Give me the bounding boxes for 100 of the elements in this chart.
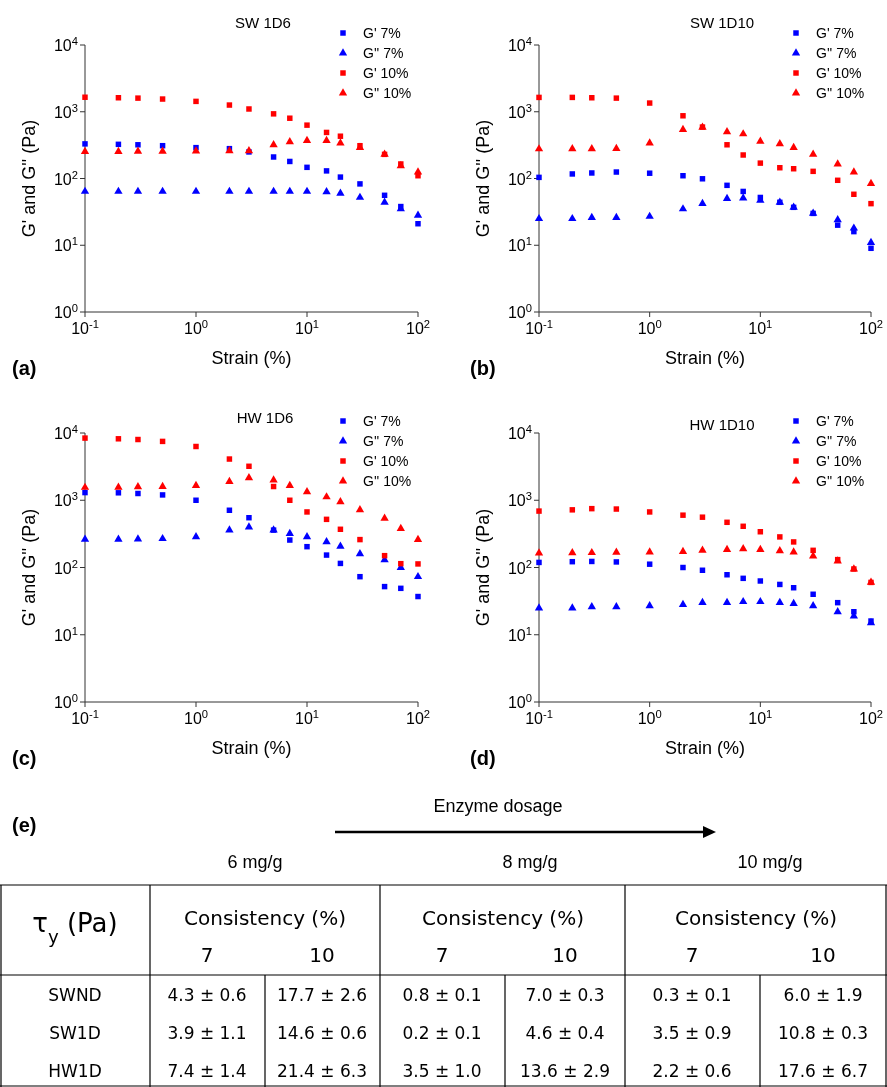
text: 8 mg/g [502,852,558,872]
text: 7 [200,943,214,967]
text: 0.8 ± 0.1 [402,985,482,1005]
text: Consistency (%) [422,906,584,930]
y-tick-label: 10$^{4}$ [53,423,78,442]
x-tick-label: 10$^{-1}$ [525,318,553,337]
text: 7.0 ± 0.3 [525,985,605,1005]
y-tick-label: 10$^{0}$ [507,692,532,711]
legend-label: G' 7% [363,25,401,41]
x-tick-label: 10$^{0}$ [637,708,662,727]
text: 17.6 ± 6.7 [778,1061,868,1081]
text: 21.4 ± 6.3 [277,1061,367,1081]
y-tick-label: 10$^{0}$ [53,692,78,711]
chart-title: SW 1D10 [689,14,755,31]
y-tick-label: 10$^{0}$ [53,302,78,321]
x-tick-label: 10$^{2}$ [858,318,884,337]
y-tick-label: 10$^{1}$ [507,624,532,644]
x-tick-label: 10$^{-1}$ [525,708,553,727]
text: (a) [12,357,37,379]
x-tick-label: 10$^{-1}$ [71,318,99,337]
x-tick-label: 10$^{1}$ [748,708,773,727]
text: (d) [470,747,496,769]
text: Enzyme dosage [433,796,563,816]
legend-label: G'' 7% [816,433,857,449]
text: HW1D [48,1061,102,1081]
chart-title: HW 1D10 [689,416,755,433]
text: 6.0 ± 1.9 [783,985,863,1005]
y-tick-label: 10$^{2}$ [507,168,532,188]
y-tick-label: 10$^{4}$ [53,35,78,54]
text: 7 [685,943,699,967]
text: 6 mg/g [227,852,283,872]
y-tick-label: 10$^{3}$ [53,490,78,510]
text: 17.7 ± 2.6 [277,985,367,1005]
x-tick-label: 10$^{0}$ [183,318,209,337]
text: SWND [48,985,102,1005]
chart-title: SW 1D6 [235,14,291,31]
y-tick-label: 10$^{2}$ [53,168,78,188]
text: 0.3 ± 0.1 [652,985,732,1005]
text: 4.6 ± 0.4 [525,1023,605,1043]
x-tick-label: 10$^{1}$ [748,318,773,337]
legend-label: G' 10% [363,65,409,81]
y-tick-label: 10$^{1}$ [507,235,532,255]
y-tick-label: 10$^{4}$ [507,423,532,442]
y-tick-label: 10$^{3}$ [507,101,532,121]
legend-label: G'' 10% [816,85,865,101]
text: 10 [810,943,836,967]
legend-label: G'' 7% [363,433,404,449]
text: 7 [435,943,449,967]
text: 3.5 ± 0.9 [652,1023,732,1043]
y-axis-title: G' and G'' (Pa) [19,119,39,238]
y-tick-label: 10$^{3}$ [507,490,532,510]
text: 14.6 ± 0.6 [277,1023,367,1043]
x-tick-label: 10$^{-1}$ [71,708,99,727]
text: 10 [552,943,578,967]
text: 3.9 ± 1.1 [167,1023,247,1043]
y-tick-label: 10$^{1}$ [53,624,78,644]
legend-label: G'' 7% [816,45,857,61]
text: Consistency (%) [184,906,346,930]
text: 2.2 ± 0.6 [652,1061,732,1081]
y-tick-label: 10$^{2}$ [53,557,78,577]
text: Consistency (%) [675,906,837,930]
legend-label: G' 10% [816,453,862,469]
x-tick-label: 10$^{2}$ [405,708,431,727]
x-tick-label: 10$^{1}$ [294,318,320,337]
x-tick-label: 10$^{0}$ [183,708,209,727]
text: (c) [12,747,37,769]
y-tick-label: 10$^{0}$ [507,302,532,321]
legend-label: G' 10% [816,65,862,81]
y-tick-label: 10$^{3}$ [53,101,78,121]
text: (e) [12,814,37,836]
text: 0.2 ± 0.1 [402,1023,482,1043]
legend-label: G' 7% [363,413,401,429]
x-tick-label: 10$^{1}$ [294,708,320,727]
y-axis-title: G' and G'' (Pa) [19,508,39,627]
x-axis-title: Strain (%) [211,348,292,368]
legend-label: G'' 7% [363,45,404,61]
text: 3.5 ± 1.0 [402,1061,482,1081]
text: 10 [309,943,335,967]
text: 10.8 ± 0.3 [778,1023,868,1043]
text: SW1D [49,1023,101,1043]
legend-label: G' 7% [816,25,854,41]
y-axis-title: G' and G'' (Pa) [473,508,493,627]
text: 10 mg/g [737,852,803,872]
y-tick-label: 10$^{2}$ [507,557,532,577]
x-tick-label: 10$^{0}$ [637,318,662,337]
legend-label: G'' 10% [363,473,412,489]
y-tick-label: 10$^{1}$ [53,235,78,255]
text: 13.6 ± 2.9 [520,1061,610,1081]
text: (b) [470,357,496,379]
x-axis-title: Strain (%) [211,738,292,758]
text: 4.3 ± 0.6 [167,985,247,1005]
legend-label: G' 10% [363,453,409,469]
y-tick-label: 10$^{4}$ [507,35,532,54]
x-axis-title: Strain (%) [664,738,746,758]
chart-title: HW 1D6 [236,409,294,426]
legend-label: G' 7% [816,413,854,429]
x-axis-title: Strain (%) [664,348,746,368]
text: 7.4 ± 1.4 [167,1061,247,1081]
y-axis-title: G' and G'' (Pa) [473,119,493,238]
x-tick-label: 10$^{2}$ [405,318,431,337]
